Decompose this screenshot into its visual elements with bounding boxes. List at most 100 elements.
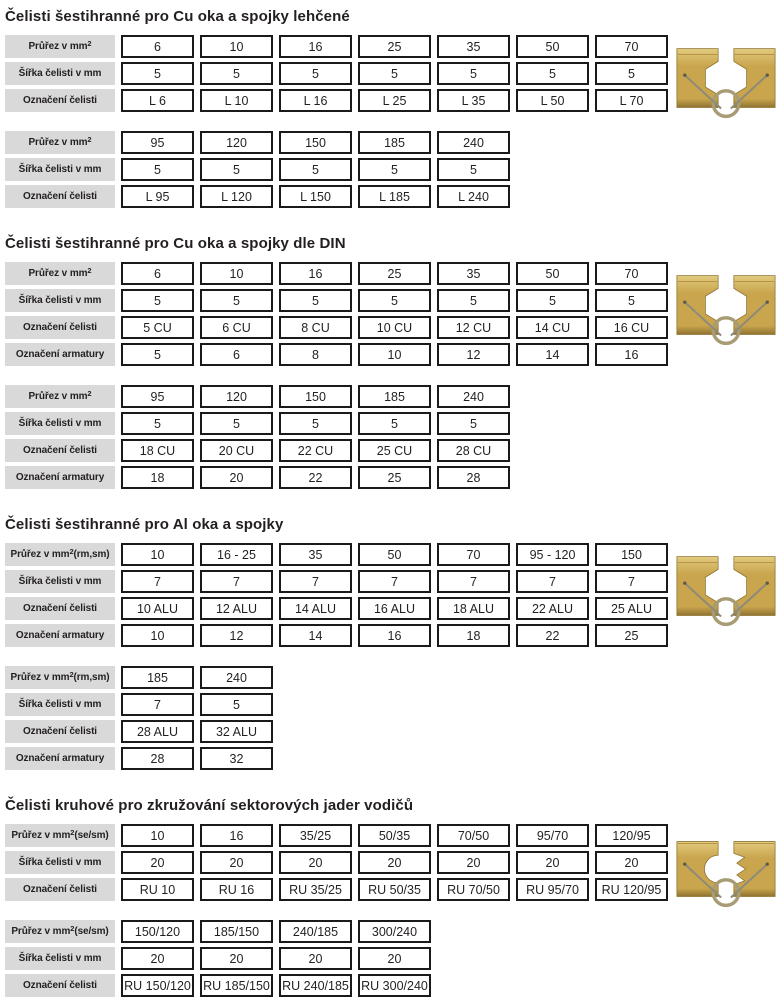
row-label-text: Označení armatury <box>15 349 105 360</box>
row-label-text: Šířka čelisti v mm <box>18 295 102 306</box>
table-cell-prurez: 6 <box>121 262 194 285</box>
table-cell-sirka: 7 <box>437 570 510 593</box>
table-cell-prurez: 185 <box>121 666 194 689</box>
spec-table: Průřez v mm 2 (se/sm) 150/120 185/150 240/18… <box>5 920 780 997</box>
spring-wire-right <box>730 74 768 110</box>
table-row: Označení armatury 18 20 22 25 28 <box>5 466 780 489</box>
row-label-text: Šířka čelisti v mm <box>18 857 102 868</box>
table-cell-oznaceni-armatury: 28 <box>437 466 510 489</box>
row-label-oznaceni-celisti: Označení čelisti <box>5 185 115 208</box>
table-cell-prurez: 300/240 <box>358 920 431 943</box>
row-label-text: Průřez v mm <box>10 549 70 560</box>
row-label-superscript: 2 <box>70 923 75 933</box>
table-cell-oznaceni-armatury: 25 <box>595 624 668 647</box>
table-cell-prurez: 50/35 <box>358 824 431 847</box>
table-cell-oznaceni-armatury: 18 <box>437 624 510 647</box>
jaw-right <box>733 275 776 335</box>
table-row: Šířka čelisti v mm 20 20 20 20 <box>5 947 780 970</box>
table-cell-sirka: 5 <box>200 289 273 312</box>
table-cell-oznaceni-celisti: RU 95/70 <box>516 878 589 901</box>
table-cell-prurez: 50 <box>358 543 431 566</box>
table-row: Šířka čelisti v mm 20 20 20 20 20 20 20 <box>5 851 780 874</box>
table-cell-oznaceni-celisti: L 240 <box>437 185 510 208</box>
table-cell-prurez: 95 <box>121 385 194 408</box>
table-cell-sirka: 5 <box>200 412 273 435</box>
row-label-oznaceni-celisti: Označení čelisti <box>5 316 115 339</box>
table-cell-oznaceni-celisti: RU 120/95 <box>595 878 668 901</box>
table-cell-sirka: 5 <box>121 412 194 435</box>
row-label-oznaceni-celisti: Označení čelisti <box>5 597 115 620</box>
row-label-prurez: Průřez v mm 2 <box>5 35 115 58</box>
table-row: Šířka čelisti v mm 5 5 5 5 5 <box>5 158 780 181</box>
table-cell-prurez: 70/50 <box>437 824 510 847</box>
table-cell-prurez: 95 <box>121 131 194 154</box>
table-cell-prurez: 70 <box>437 543 510 566</box>
table-cell-oznaceni-celisti: 25 CU <box>358 439 431 462</box>
table-cell-oznaceni-celisti: RU 185/150 <box>200 974 273 997</box>
table-row: Označení čelisti 10 ALU 12 ALU 14 ALU 16 ALU… <box>5 597 780 620</box>
spring-ring <box>711 878 741 908</box>
table-cell-oznaceni-celisti: 12 CU <box>437 316 510 339</box>
table-cell-oznaceni-celisti: 25 ALU <box>595 597 668 620</box>
spring-ring <box>711 597 741 627</box>
table-cell-oznaceni-armatury: 16 <box>595 343 668 366</box>
row-label-prurez: Průřez v mm 2 (se/sm) <box>5 824 115 847</box>
table-cell-sirka: 7 <box>121 693 194 716</box>
table-cell-oznaceni-celisti: 16 ALU <box>358 597 431 620</box>
table-cell-prurez: 185/150 <box>200 920 273 943</box>
table-cell-sirka: 5 <box>595 62 668 85</box>
row-label-prurez: Průřez v mm 2 <box>5 131 115 154</box>
hex-jaws-photo <box>672 38 780 126</box>
table-row: Označení čelisti RU 150/120 RU 185/150 RU 2… <box>5 974 780 997</box>
table-cell-oznaceni-celisti: RU 150/120 <box>121 974 194 997</box>
table-cell-oznaceni-celisti: 5 CU <box>121 316 194 339</box>
table-cell-prurez: 95/70 <box>516 824 589 847</box>
table-cell-sirka: 20 <box>279 947 352 970</box>
table-cell-sirka: 20 <box>121 947 194 970</box>
section-title: Čelisti kruhové pro zkružování sektorový… <box>5 797 414 814</box>
section-2: Čelisti šestihranné pro Cu oka a spojky … <box>5 235 780 489</box>
table-cell-sirka: 5 <box>279 412 352 435</box>
table-row: Označení čelisti L 6 L 10 L 16 L 25 L 35 L 50 L… <box>5 89 780 112</box>
table-cell-oznaceni-celisti: L 35 <box>437 89 510 112</box>
spring-pin-left <box>683 862 687 866</box>
row-label-prurez: Průřez v mm 2 (rm,sm) <box>5 666 115 689</box>
row-label-oznaceni-celisti: Označení čelisti <box>5 720 115 743</box>
table-cell-sirka: 20 <box>595 851 668 874</box>
table-cell-prurez: 35 <box>437 35 510 58</box>
section-4: Čelisti kruhové pro zkružování sektorový… <box>5 797 780 997</box>
table-cell-oznaceni-armatury: 18 <box>121 466 194 489</box>
row-label-prurez: Průřez v mm 2 <box>5 385 115 408</box>
row-label-oznaceni-armatury: Označení armatury <box>5 747 115 770</box>
table-cell-prurez: 10 <box>121 824 194 847</box>
table-cell-prurez: 150/120 <box>121 920 194 943</box>
row-label-superscript: 2 <box>69 546 74 556</box>
table-cell-oznaceni-celisti: 20 CU <box>200 439 273 462</box>
table-cell-oznaceni-celisti: L 25 <box>358 89 431 112</box>
table-cell-prurez: 16 <box>200 824 273 847</box>
row-label-text: Označení čelisti <box>23 884 97 895</box>
table-cell-sirka: 7 <box>595 570 668 593</box>
table-cell-sirka: 5 <box>121 289 194 312</box>
table-cell-oznaceni-armatury: 14 <box>516 343 589 366</box>
round-jaws-photo <box>672 827 780 915</box>
row-label-text: Průřez v mm <box>11 926 71 937</box>
table-cell-sirka: 5 <box>200 62 273 85</box>
table-row: Označení čelisti RU 10 RU 16 RU 35/25 RU 50/… <box>5 878 780 901</box>
table-cell-oznaceni-celisti: L 10 <box>200 89 273 112</box>
row-label-text: Označení čelisti <box>23 980 97 991</box>
table-cell-oznaceni-celisti: 22 CU <box>279 439 352 462</box>
table-cell-prurez: 185 <box>358 131 431 154</box>
row-label-text: Průřez v mm <box>28 41 88 52</box>
table-cell-oznaceni-armatury: 16 <box>358 624 431 647</box>
table-cell-oznaceni-celisti: RU 35/25 <box>279 878 352 901</box>
table-cell-prurez: 16 <box>279 35 352 58</box>
table-cell-sirka: 20 <box>200 947 273 970</box>
table-cell-prurez: 35 <box>437 262 510 285</box>
table-row: Šířka čelisti v mm 5 5 5 5 5 <box>5 412 780 435</box>
table-cell-prurez: 35/25 <box>279 824 352 847</box>
table-row: Šířka čelisti v mm 7 5 <box>5 693 780 716</box>
table-cell-oznaceni-armatury: 10 <box>121 624 194 647</box>
spring-pin-left <box>683 300 687 304</box>
spec-table: Průřez v mm 2 6 10 16 25 35 50 70 Šířka čelisti v… <box>5 262 780 366</box>
